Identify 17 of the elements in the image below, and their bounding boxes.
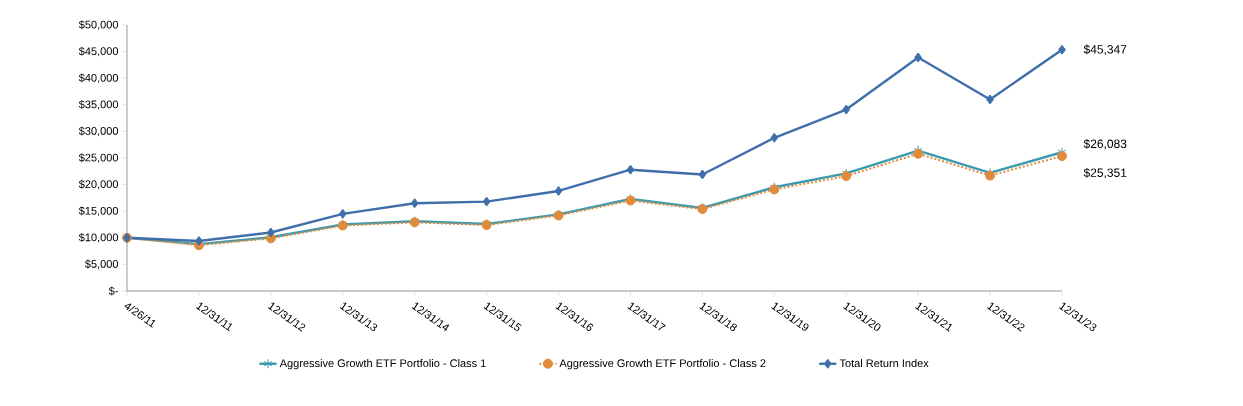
data-label: $45,347 — [1083, 44, 1127, 55]
y-tick-label: $5,000 — [84, 259, 119, 270]
y-tick-label: $50,000 — [78, 20, 119, 30]
y-tick-label: $35,000 — [78, 100, 119, 110]
y-tick-label: $- — [108, 286, 118, 296]
y-tick-label: $30,000 — [78, 126, 119, 137]
y-tick-label: $25,000 — [78, 153, 119, 163]
data-label: $26,083 — [1083, 139, 1127, 150]
y-tick-label: $10,000 — [78, 233, 119, 243]
legend-label: Aggressive Growth ETF Portfolio - Class 1 — [279, 359, 486, 370]
legend-label: Aggressive Growth ETF Portfolio - Class 2 — [559, 359, 766, 370]
y-tick-label: $15,000 — [78, 206, 119, 216]
y-tick-label: $20,000 — [78, 179, 119, 190]
legend-label: Total Return Index — [839, 359, 929, 368]
data-label: $25,351 — [1083, 167, 1127, 179]
y-tick-label: $45,000 — [78, 46, 119, 57]
y-tick-label: $40,000 — [78, 73, 119, 83]
